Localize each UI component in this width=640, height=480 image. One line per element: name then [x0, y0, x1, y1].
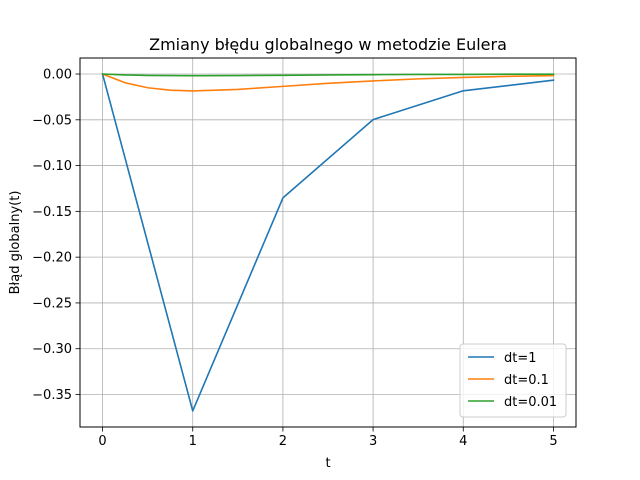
x-tick-label: 5 — [549, 434, 557, 449]
plot-frame — [79, 57, 577, 428]
chart-title: Zmiany błędu globalnego w metodzie Euler… — [149, 35, 507, 54]
legend-label: dt=0.01 — [504, 395, 557, 410]
legend: dt=1 dt=0.1 dt=0.01 — [459, 343, 567, 418]
x-tick-label: 2 — [279, 434, 287, 449]
x-tick-label: 1 — [189, 434, 197, 449]
legend-box — [459, 343, 567, 418]
x-tick-label: 0 — [98, 434, 106, 449]
x-axis-label: t — [325, 456, 330, 471]
y-tick-label: −0.20 — [32, 251, 72, 266]
legend-label: dt=1 — [504, 351, 537, 366]
y-axis-label: Błąd globalny(t) — [8, 191, 23, 295]
y-axis-ticks: 0.00 −0.05 −0.10 −0.15 −0.20 −0.25 −0.30 −0.35 — [32, 68, 80, 403]
legend-label: dt=0.1 — [504, 373, 549, 388]
x-tick-label: 3 — [369, 434, 377, 449]
y-tick-label: −0.35 — [32, 388, 72, 403]
x-tick-label: 4 — [459, 434, 467, 449]
y-tick-label: −0.10 — [32, 159, 72, 174]
series-line-dt=0.01 — [101, 73, 555, 77]
x-axis-ticks: 0 1 2 3 4 5 — [98, 427, 558, 449]
y-tick-label: −0.05 — [32, 113, 72, 128]
y-tick-label: −0.30 — [32, 342, 72, 357]
series-line-dt=0.1 — [101, 72, 555, 92]
y-tick-label: −0.15 — [32, 205, 72, 220]
series-line-dt=1 — [101, 73, 555, 412]
y-tick-label: −0.25 — [32, 296, 72, 311]
plot-lines — [101, 72, 555, 412]
y-tick-label: 0.00 — [43, 68, 72, 83]
grid — [80, 58, 576, 427]
